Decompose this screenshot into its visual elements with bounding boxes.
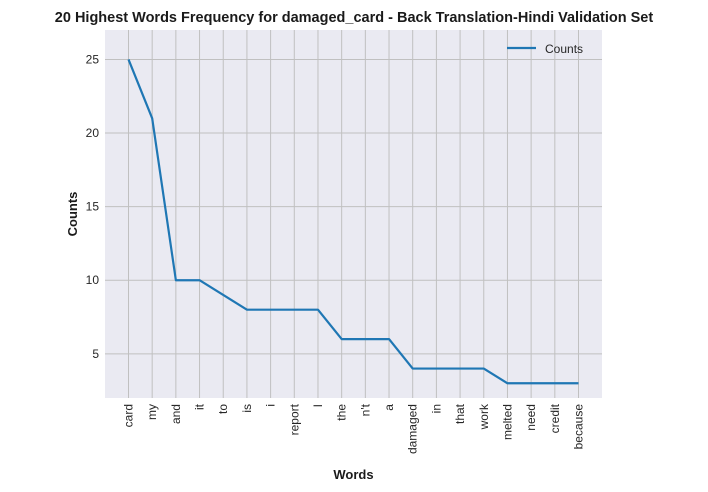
- x-tick-label: that: [453, 403, 467, 424]
- y-tick-label: 5: [92, 347, 99, 361]
- series-line-counts: [127, 59, 579, 385]
- x-tick-label: n't: [358, 403, 372, 416]
- plot-area: [105, 30, 602, 398]
- x-tick-label: damaged: [406, 404, 420, 454]
- y-tick-label: 10: [86, 273, 100, 287]
- x-tick-label: a: [382, 404, 396, 411]
- x-tick-label: and: [169, 404, 183, 424]
- x-tick-label: I: [311, 404, 325, 407]
- x-tick-label: melted: [500, 404, 514, 440]
- x-tick-label: is: [240, 404, 254, 413]
- x-tick-label: my: [145, 404, 159, 420]
- y-tick-label: 15: [86, 200, 100, 214]
- y-axis-label: Counts: [65, 192, 80, 237]
- x-axis-label: Words: [333, 467, 373, 482]
- x-tick-label: need: [524, 404, 538, 431]
- y-axis-ticks: 5 10 15 20 25: [86, 52, 100, 360]
- x-tick-label: i: [264, 404, 278, 407]
- chart-title: 20 Highest Words Frequency for damaged_c…: [55, 10, 654, 26]
- x-tick-label: report: [287, 403, 301, 435]
- legend: Counts: [507, 42, 583, 56]
- x-tick-label: work: [477, 403, 491, 430]
- y-tick-label: 25: [86, 52, 100, 66]
- x-tick-label: it: [193, 403, 207, 410]
- x-tick-label: because: [572, 404, 586, 450]
- grid: [105, 30, 602, 398]
- x-tick-label: card: [122, 404, 136, 427]
- y-tick-label: 20: [86, 126, 100, 140]
- x-tick-label: the: [335, 404, 349, 421]
- x-tick-label: to: [216, 404, 230, 414]
- legend-label: Counts: [545, 42, 583, 56]
- x-tick-label: credit: [548, 403, 562, 433]
- x-tick-label: in: [429, 404, 443, 413]
